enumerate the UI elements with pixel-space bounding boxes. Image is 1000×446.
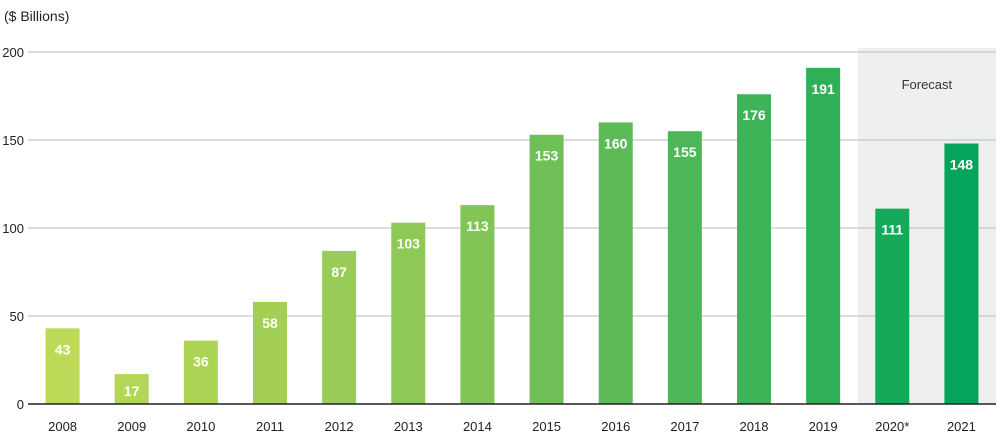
bar-value-label: 103 [397,236,421,252]
x-tick-label: 2018 [740,419,769,434]
x-tick-label: 2008 [48,419,77,434]
bar [529,134,564,404]
bar [114,374,149,404]
bar-value-label: 155 [673,144,697,160]
x-tick-label: 2010 [186,419,215,434]
bar-value-label: 148 [950,157,974,173]
x-tick-label: 2011 [256,419,284,434]
x-tick-label: 2020* [875,419,909,434]
x-tick-label: 2019 [809,419,838,434]
x-tick-label: 2015 [532,419,561,434]
bar [460,205,495,404]
bar-value-label: 153 [535,148,559,164]
bar [183,340,218,404]
x-tick-label: 2017 [670,419,699,434]
bar-value-label: 17 [124,383,140,399]
y-tick-label: 0 [17,397,24,412]
bar [737,94,771,405]
bar-value-label: 87 [331,264,347,280]
bar-value-label: 36 [193,354,209,370]
bar [944,143,979,404]
bar [598,122,633,405]
y-tick-label: 50 [10,309,24,324]
gridlines [28,51,996,317]
bar-value-label: 111 [881,222,903,238]
bar [322,250,357,404]
y-axis-unit-label: ($ Billions) [4,8,69,24]
bar [45,328,80,404]
bar-value-label: 191 [811,81,835,97]
bar-value-label: 43 [55,341,71,357]
x-tick-label: 2016 [601,419,630,434]
x-tick-label: 2012 [325,419,354,434]
data-labels: 43 17 36 58 87 103 113 153 160 155 176 191 111 148 [55,81,974,399]
bar [667,131,702,404]
y-tick-label: 150 [2,133,24,148]
x-tick-label: 2014 [463,419,492,434]
y-tick-label: 100 [2,221,24,236]
bar-value-label: 58 [262,315,278,331]
bar [806,67,841,404]
x-axis-ticks: 2008 2009 2010 2011 2012 2013 2014 2015 2016 2017… [48,419,976,434]
bar-value-label: 176 [742,107,766,123]
bar [875,208,910,404]
y-axis-ticks: 0 50 100 150 200 [2,45,24,412]
bar [391,222,426,404]
bar-value-label: 160 [604,135,628,151]
x-tick-label: 2013 [394,419,423,434]
x-tick-label: 2009 [117,419,146,434]
bars [45,67,979,405]
bar-value-label: 113 [466,218,489,234]
bar [253,301,287,404]
forecast-label: Forecast [902,77,953,92]
y-tick-label: 200 [2,45,24,60]
x-tick-label: 2021 [947,419,976,434]
